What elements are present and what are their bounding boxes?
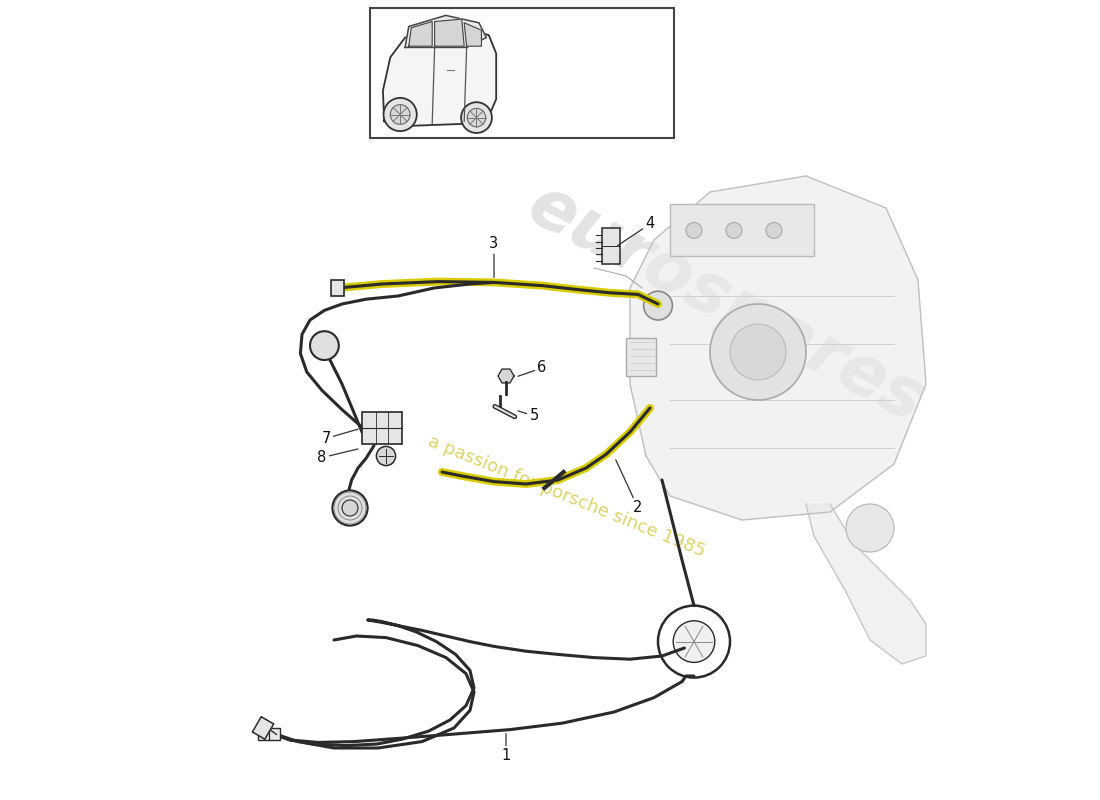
Polygon shape xyxy=(405,15,486,47)
Bar xyxy=(670,204,814,256)
Circle shape xyxy=(766,222,782,238)
Circle shape xyxy=(468,108,486,127)
Circle shape xyxy=(673,621,715,662)
Circle shape xyxy=(310,331,339,360)
Text: 8: 8 xyxy=(318,449,358,465)
Text: 2: 2 xyxy=(616,460,642,515)
Circle shape xyxy=(686,222,702,238)
Circle shape xyxy=(658,606,730,678)
Text: 5: 5 xyxy=(518,409,539,423)
Polygon shape xyxy=(806,504,926,664)
Polygon shape xyxy=(630,176,926,520)
Polygon shape xyxy=(434,19,464,46)
Text: 4: 4 xyxy=(617,217,654,246)
Circle shape xyxy=(390,105,410,124)
Circle shape xyxy=(644,291,672,320)
Bar xyxy=(258,728,280,740)
Text: 3: 3 xyxy=(490,237,498,278)
Circle shape xyxy=(332,490,367,526)
Bar xyxy=(252,717,274,739)
Text: a passion for porsche since 1985: a passion for porsche since 1985 xyxy=(425,432,707,560)
Bar xyxy=(370,8,674,138)
Polygon shape xyxy=(498,369,514,383)
Circle shape xyxy=(846,504,894,552)
Polygon shape xyxy=(464,22,482,46)
Circle shape xyxy=(730,324,786,380)
Bar xyxy=(602,228,619,264)
Polygon shape xyxy=(409,22,432,46)
Circle shape xyxy=(726,222,742,238)
Polygon shape xyxy=(383,26,496,126)
Text: 7: 7 xyxy=(321,429,358,446)
Circle shape xyxy=(376,446,396,466)
Circle shape xyxy=(710,304,806,400)
Text: 6: 6 xyxy=(518,361,547,376)
Bar xyxy=(362,412,402,444)
Text: eurospares: eurospares xyxy=(516,171,936,437)
Bar xyxy=(331,280,343,296)
Circle shape xyxy=(461,102,492,133)
Bar xyxy=(626,338,657,376)
Text: 1: 1 xyxy=(502,734,510,763)
Circle shape xyxy=(342,500,358,516)
Circle shape xyxy=(384,98,417,131)
